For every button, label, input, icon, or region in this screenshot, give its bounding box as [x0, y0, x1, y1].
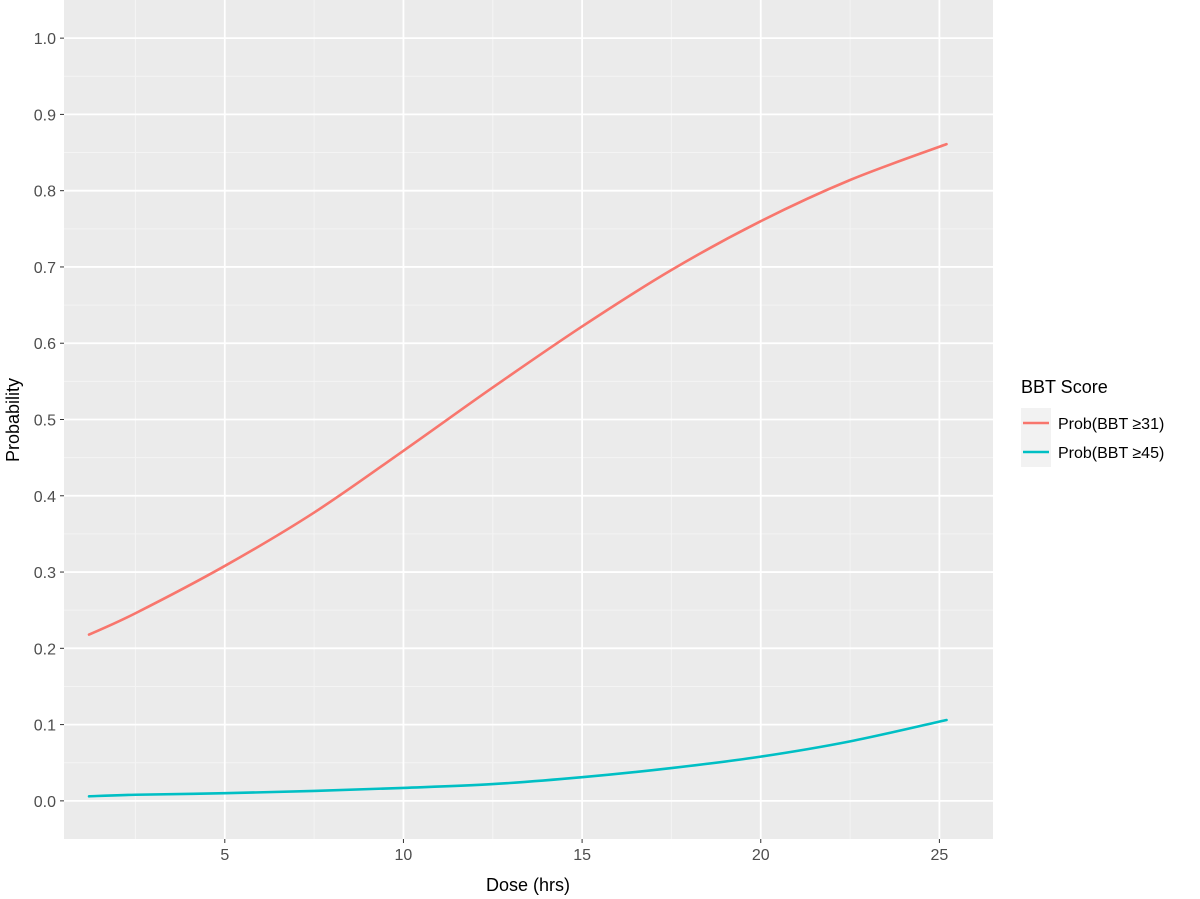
x-tick-label: 20: [752, 847, 770, 864]
y-tick-label: 0.8: [34, 184, 56, 201]
x-axis-title: Dose (hrs): [486, 875, 570, 895]
legend-item: Prob(BBT ≥45): [1021, 437, 1164, 467]
y-tick-label: 1.0: [34, 31, 56, 48]
x-tick-label: 5: [220, 847, 229, 864]
legend-title: BBT Score: [1021, 377, 1108, 397]
y-tick-label: 0.5: [34, 413, 56, 430]
y-tick-label: 0.6: [34, 336, 56, 353]
series-layer: [87, 142, 948, 798]
legend-item: Prob(BBT ≥31): [1021, 408, 1164, 438]
x-axis: 5 10 15 20 25: [220, 839, 948, 864]
x-tick-label: 10: [395, 847, 413, 864]
y-axis: 0.0 0.1 0.2 0.3 0.4 0.5 0.6 0.7 0.8 0.9 1.0: [34, 31, 64, 811]
y-tick-label: 0.9: [34, 107, 56, 124]
y-tick-label: 0.2: [34, 641, 56, 658]
y-tick-label: 0.4: [34, 489, 56, 506]
x-tick-label: 25: [931, 847, 949, 864]
legend-label: Prob(BBT ≥45): [1058, 445, 1164, 462]
y-tick-label: 0.1: [34, 718, 56, 735]
legend-label: Prob(BBT ≥31): [1058, 416, 1164, 433]
x-tick-label: 15: [573, 847, 591, 864]
grid-major: [64, 0, 993, 839]
y-tick-label: 0.3: [34, 565, 56, 582]
y-axis-title: Probability: [3, 378, 23, 462]
legend: BBT Score Prob(BBT ≥31) Prob(BBT ≥45): [1021, 377, 1164, 467]
grid-minor: [64, 0, 993, 839]
y-tick-label: 0.0: [34, 794, 56, 811]
series-line-0: [87, 142, 948, 636]
series-line-1: [87, 718, 948, 798]
y-tick-label: 0.7: [34, 260, 56, 277]
